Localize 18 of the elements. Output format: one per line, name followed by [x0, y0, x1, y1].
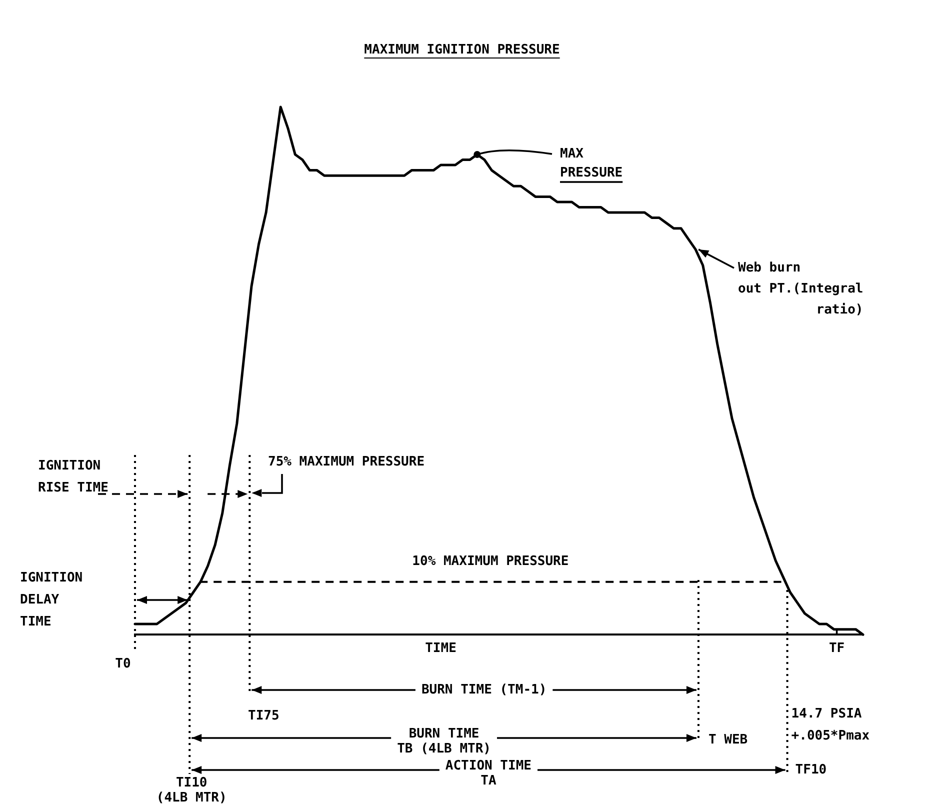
annotation: Web burn out PT.(Integral ratio) — [738, 260, 864, 318]
text: TI75 — [248, 708, 280, 724]
text: T WEB — [708, 732, 748, 748]
text: T0 — [115, 656, 131, 672]
annotation: MAX PRESSURE — [560, 146, 623, 180]
ref-line-label: 10% MAXIMUM PRESSURE — [412, 554, 569, 570]
text: TF10 — [795, 762, 827, 778]
text: 14.7 PSIA +.005*Pmax — [791, 706, 870, 744]
text: TF — [828, 640, 845, 656]
text: IGNITION RISE TIME — [38, 458, 108, 496]
text: TI10 (4LB MTR) — [156, 775, 227, 806]
annotation: 75% MAXIMUM PRESSURE — [268, 454, 425, 470]
text: IGNITION DELAY TIME — [20, 570, 83, 630]
text: BURN TIME (TM-1) — [421, 682, 547, 698]
x-axis-title: TIME — [425, 640, 456, 656]
chart-title: MAXIMUM IGNITION PRESSURE — [364, 42, 560, 58]
text: ACTION TIME TA — [445, 758, 532, 788]
text: BURN TIME TB (4LB MTR) — [397, 726, 491, 756]
